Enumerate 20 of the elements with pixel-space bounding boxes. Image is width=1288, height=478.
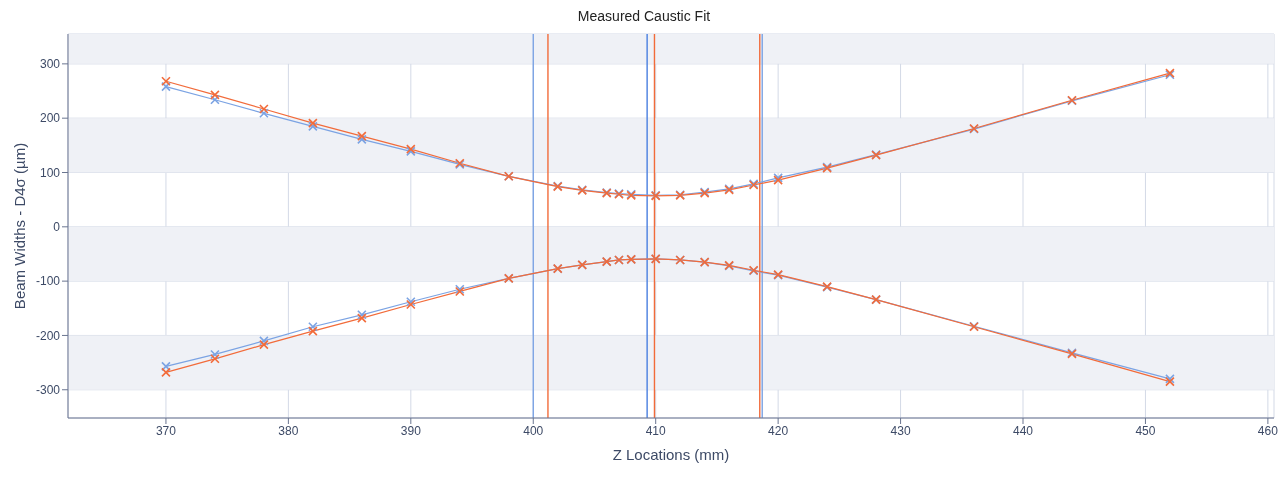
y-tick-label: 0 xyxy=(53,220,61,235)
x-tick-label: 430 xyxy=(890,423,911,438)
y-tick-label: 300 xyxy=(39,57,61,72)
y-tick-label: -200 xyxy=(35,328,61,343)
x-tick-label: 410 xyxy=(645,423,667,438)
chart-title: Measured Caustic Fit xyxy=(576,8,712,26)
x-tick-label: 370 xyxy=(155,423,177,438)
x-tick-label: 400 xyxy=(523,423,544,438)
y-tick-label: -100 xyxy=(35,274,61,289)
x-axis-title: Z Locations (mm) xyxy=(612,446,730,463)
y-tick-label: 200 xyxy=(39,111,61,126)
x-tick-label: 450 xyxy=(1135,423,1156,438)
x-tick-label: 420 xyxy=(768,423,789,438)
y-tick-label: 100 xyxy=(39,165,61,180)
x-tick-label: 380 xyxy=(278,423,299,438)
y-axis-title: Beam Widths - D4σ (µm) xyxy=(11,142,29,310)
x-tick-label: 390 xyxy=(400,423,422,438)
y-tick-label: -300 xyxy=(35,383,61,398)
x-tick-label: 440 xyxy=(1012,423,1034,438)
x-tick-label: 460 xyxy=(1257,423,1279,438)
